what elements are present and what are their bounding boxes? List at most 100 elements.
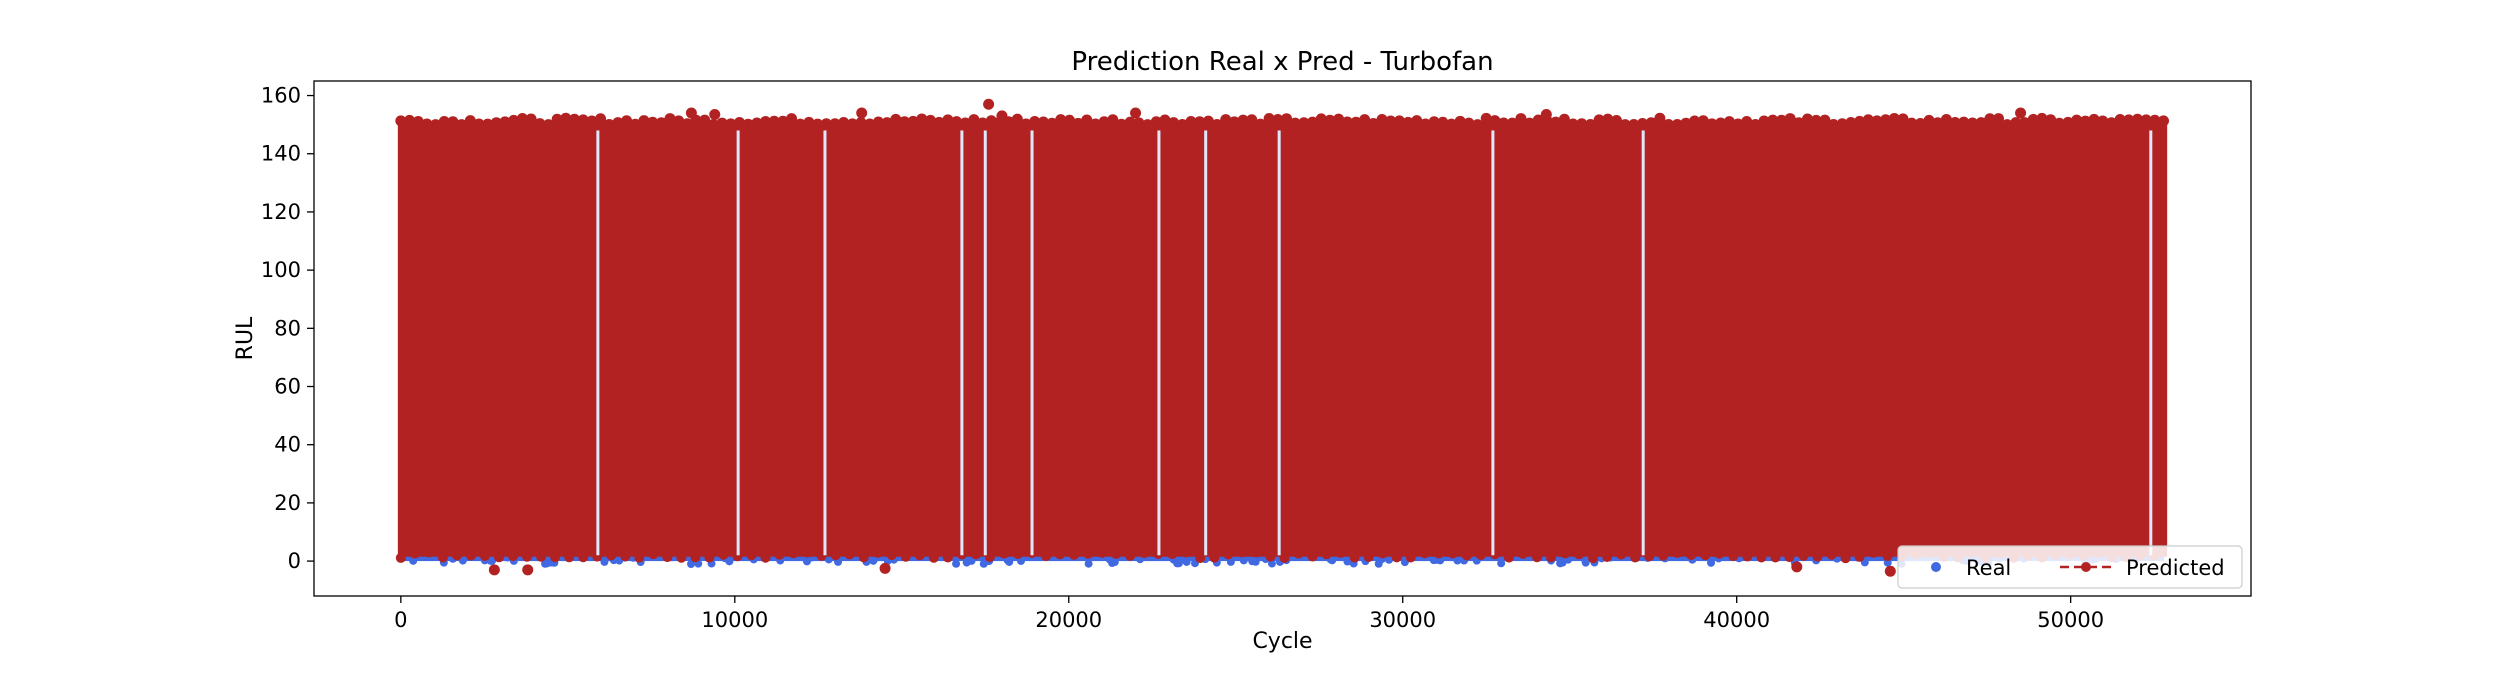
predicted-point	[1223, 549, 1234, 560]
predicted-point	[1793, 117, 1805, 129]
predicted-point	[1150, 116, 1162, 128]
predicted-point	[1335, 547, 1346, 558]
predicted-point	[2010, 117, 2022, 129]
real-point	[1016, 556, 1025, 565]
predicted-point	[1975, 117, 1987, 129]
predicted-point	[1498, 117, 1510, 129]
predicted-gap	[1157, 130, 1161, 556]
predicted-outlier-point	[1884, 565, 1896, 577]
real-point	[1182, 557, 1191, 566]
predicted-point	[568, 113, 580, 125]
predicted-point	[648, 549, 659, 560]
real-point	[1343, 557, 1352, 566]
predicted-point	[1680, 117, 1692, 129]
predicted-point	[1081, 114, 1093, 126]
predicted-point	[1741, 115, 1753, 127]
predicted-point	[1069, 549, 1080, 560]
predicted-point	[1828, 119, 1840, 131]
predicted-point	[704, 552, 715, 563]
predicted-point	[898, 116, 910, 128]
legend-marker-real	[1931, 562, 1941, 572]
predicted-point	[1029, 115, 1041, 127]
predicted-point	[1037, 116, 1049, 128]
predicted-point	[1461, 550, 1472, 561]
predicted-point	[1098, 116, 1110, 128]
predicted-outlier-point	[1130, 107, 1142, 119]
predicted-point	[1644, 551, 1655, 562]
predicted-point	[844, 549, 855, 560]
predicted-point	[1637, 117, 1649, 129]
predicted-point	[1220, 114, 1232, 126]
predicted-point	[1293, 548, 1304, 559]
predicted-point	[890, 113, 902, 125]
predicted-point	[456, 119, 468, 131]
predicted-point	[1089, 118, 1101, 130]
plot-frame	[313, 80, 2252, 597]
real-point	[824, 555, 833, 564]
predicted-point	[404, 114, 416, 126]
y-tick-label: 80	[274, 316, 301, 340]
predicted-point	[1506, 117, 1518, 129]
real-point	[1110, 558, 1119, 567]
predicted-point	[1923, 114, 1935, 126]
predicted-point	[560, 112, 572, 124]
predicted-point	[788, 548, 799, 559]
predicted-outlier-point	[856, 107, 868, 119]
predicted-point	[768, 115, 780, 127]
predicted-point	[1376, 114, 1388, 126]
predicted-point	[1142, 119, 1154, 131]
predicted-point	[803, 116, 815, 128]
predicted-gap	[1030, 130, 1034, 556]
predicted-gap	[596, 130, 600, 556]
predicted-point	[606, 550, 617, 561]
predicted-point	[1784, 552, 1795, 563]
predicted-point	[662, 552, 673, 563]
predicted-point	[1871, 115, 1883, 127]
predicted-point	[423, 547, 434, 558]
predicted-point	[820, 118, 832, 130]
predicted-point	[1602, 551, 1613, 562]
predicted-point	[473, 118, 485, 130]
legend: Real Predicted	[1897, 545, 2243, 589]
predicted-point	[1437, 116, 1449, 128]
predicted-point	[968, 114, 980, 126]
predicted-point	[525, 113, 537, 125]
predicted-point	[1298, 117, 1310, 129]
predicted-point	[977, 117, 989, 129]
predicted-point	[482, 118, 494, 130]
real-point	[458, 556, 467, 565]
predicted-point	[1770, 552, 1781, 563]
predicted-point	[2071, 114, 2083, 126]
predicted-point	[1350, 116, 1362, 128]
predicted-point	[564, 552, 575, 563]
predicted-point	[1728, 551, 1739, 562]
predicted-point	[1826, 549, 1837, 560]
predicted-point	[1658, 550, 1669, 561]
predicted-point	[479, 550, 490, 561]
predicted-point	[716, 117, 728, 129]
predicted-outlier-point	[996, 110, 1008, 122]
predicted-series-band	[397, 121, 2168, 557]
predicted-point	[1689, 115, 1701, 127]
predicted-point	[751, 117, 763, 129]
y-tick-label: 120	[261, 200, 301, 224]
predicted-point	[1228, 116, 1240, 128]
predicted-point	[629, 118, 641, 130]
predicted-point	[1840, 553, 1851, 564]
real-point	[962, 558, 971, 567]
predicted-point	[1888, 112, 1900, 124]
predicted-point	[1433, 548, 1444, 559]
predicted-point	[951, 116, 963, 128]
predicted-point	[830, 550, 841, 561]
predicted-point	[760, 115, 772, 127]
real-point	[1707, 558, 1716, 567]
predicted-point	[1654, 112, 1666, 124]
predicted-point	[2123, 114, 2135, 126]
predicted-point	[1391, 552, 1402, 563]
predicted-point	[1560, 548, 1571, 559]
predicted-point	[1367, 118, 1379, 130]
predicted-point	[1063, 114, 1075, 126]
predicted-point	[1419, 548, 1430, 559]
predicted-point	[1619, 119, 1631, 131]
predicted-point	[1428, 116, 1440, 128]
